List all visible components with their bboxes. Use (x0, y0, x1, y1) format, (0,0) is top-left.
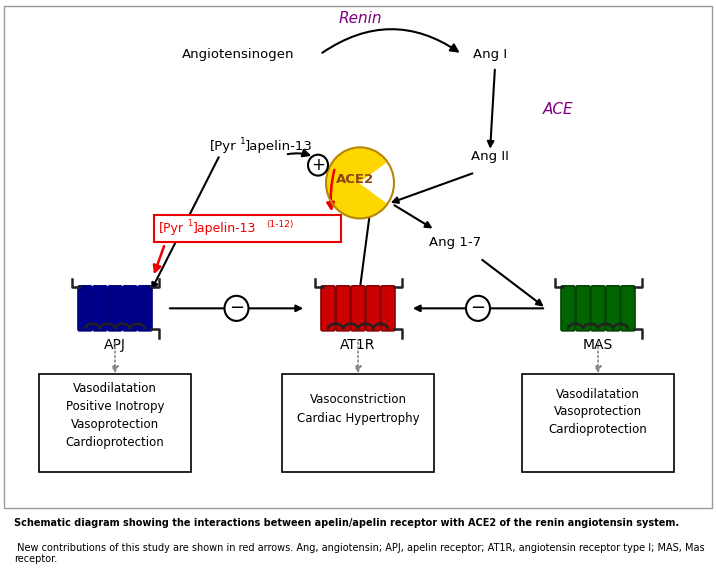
Wedge shape (360, 162, 394, 203)
Text: Vasoconstriction: Vasoconstriction (309, 393, 407, 406)
Text: Vasoprotection: Vasoprotection (71, 418, 159, 431)
Text: Ang I: Ang I (473, 48, 507, 61)
Text: New contributions of this study are shown in red arrows. Ang, angiotensin; APJ, : New contributions of this study are show… (14, 542, 705, 565)
Text: ]apelin-13: ]apelin-13 (245, 140, 313, 153)
FancyBboxPatch shape (366, 286, 380, 331)
FancyBboxPatch shape (123, 286, 137, 331)
Text: MAS: MAS (583, 338, 613, 352)
Circle shape (225, 296, 248, 321)
Circle shape (326, 147, 394, 218)
Circle shape (466, 296, 490, 321)
Text: 1: 1 (240, 137, 246, 146)
Text: Ang 1-7: Ang 1-7 (429, 236, 481, 249)
FancyBboxPatch shape (591, 286, 605, 331)
FancyArrowPatch shape (154, 246, 164, 272)
FancyBboxPatch shape (336, 286, 350, 331)
FancyBboxPatch shape (78, 286, 92, 331)
Text: Cardiac Hypertrophy: Cardiac Hypertrophy (296, 411, 420, 425)
FancyBboxPatch shape (93, 286, 107, 331)
FancyBboxPatch shape (282, 374, 434, 473)
Circle shape (308, 155, 328, 176)
FancyBboxPatch shape (621, 286, 635, 331)
FancyBboxPatch shape (561, 286, 575, 331)
Text: Renin: Renin (338, 11, 382, 26)
FancyBboxPatch shape (606, 286, 620, 331)
Text: −: − (470, 299, 485, 317)
Text: −: − (229, 299, 244, 317)
FancyArrowPatch shape (322, 29, 458, 53)
Text: Cardioprotection: Cardioprotection (66, 436, 165, 449)
Text: Vasodilatation: Vasodilatation (73, 382, 157, 395)
FancyBboxPatch shape (576, 286, 590, 331)
Text: Schematic diagram showing the interactions between apelin/apelin receptor with A: Schematic diagram showing the interactio… (14, 518, 679, 528)
FancyBboxPatch shape (522, 374, 674, 473)
Text: Positive Inotropy: Positive Inotropy (66, 400, 164, 413)
FancyBboxPatch shape (321, 286, 335, 331)
Text: Vasoprotection: Vasoprotection (554, 405, 642, 418)
Text: ACE: ACE (543, 102, 574, 117)
FancyBboxPatch shape (108, 286, 122, 331)
Text: AT1R: AT1R (340, 338, 376, 352)
Text: ACE2: ACE2 (336, 173, 374, 186)
Text: (1-12): (1-12) (266, 220, 294, 229)
Text: Cardioprotection: Cardioprotection (548, 423, 647, 436)
Text: Vasodilatation: Vasodilatation (556, 388, 640, 400)
FancyBboxPatch shape (154, 215, 341, 243)
Text: +: + (311, 156, 325, 174)
Text: Ang II: Ang II (471, 150, 509, 164)
Text: 1: 1 (187, 219, 193, 228)
Text: [Pyr: [Pyr (159, 222, 184, 235)
FancyBboxPatch shape (381, 286, 395, 331)
FancyArrowPatch shape (288, 150, 309, 157)
FancyArrowPatch shape (327, 170, 334, 209)
Text: APJ: APJ (104, 338, 126, 352)
FancyBboxPatch shape (39, 374, 191, 473)
FancyBboxPatch shape (138, 286, 152, 331)
Text: Angiotensinogen: Angiotensinogen (182, 48, 294, 61)
Text: [Pyr: [Pyr (210, 140, 236, 153)
FancyBboxPatch shape (351, 286, 365, 331)
Text: ]apelin-13: ]apelin-13 (193, 222, 256, 235)
